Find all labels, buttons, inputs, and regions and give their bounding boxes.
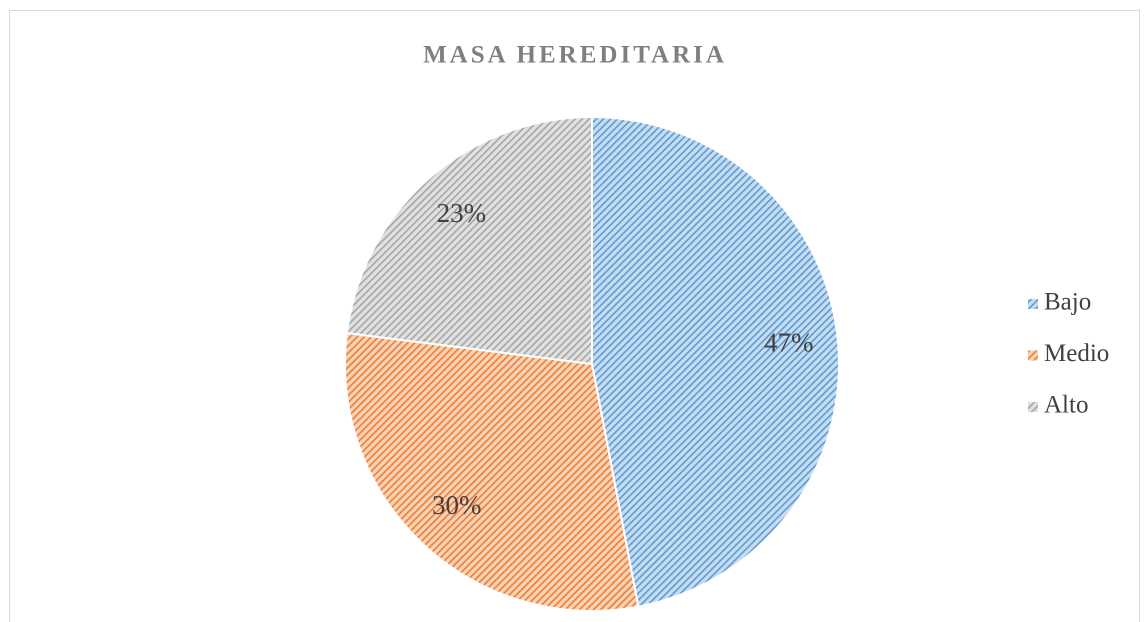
data-label: 23% [437, 198, 487, 228]
legend-marker [1028, 350, 1038, 361]
legend-marker [1028, 299, 1038, 309]
legend-label: Alto [1044, 392, 1088, 419]
pie-slice [591, 115, 840, 608]
data-label: 30% [432, 490, 482, 520]
pie-slice [345, 115, 593, 366]
legend-marker [1028, 402, 1038, 412]
pie-slice [344, 331, 640, 612]
legend-label: Bajo [1044, 289, 1091, 316]
legend-label: Medio [1044, 340, 1109, 367]
data-label: 47% [764, 328, 814, 358]
chart-title: MASA HEREDITARIA [423, 42, 727, 69]
